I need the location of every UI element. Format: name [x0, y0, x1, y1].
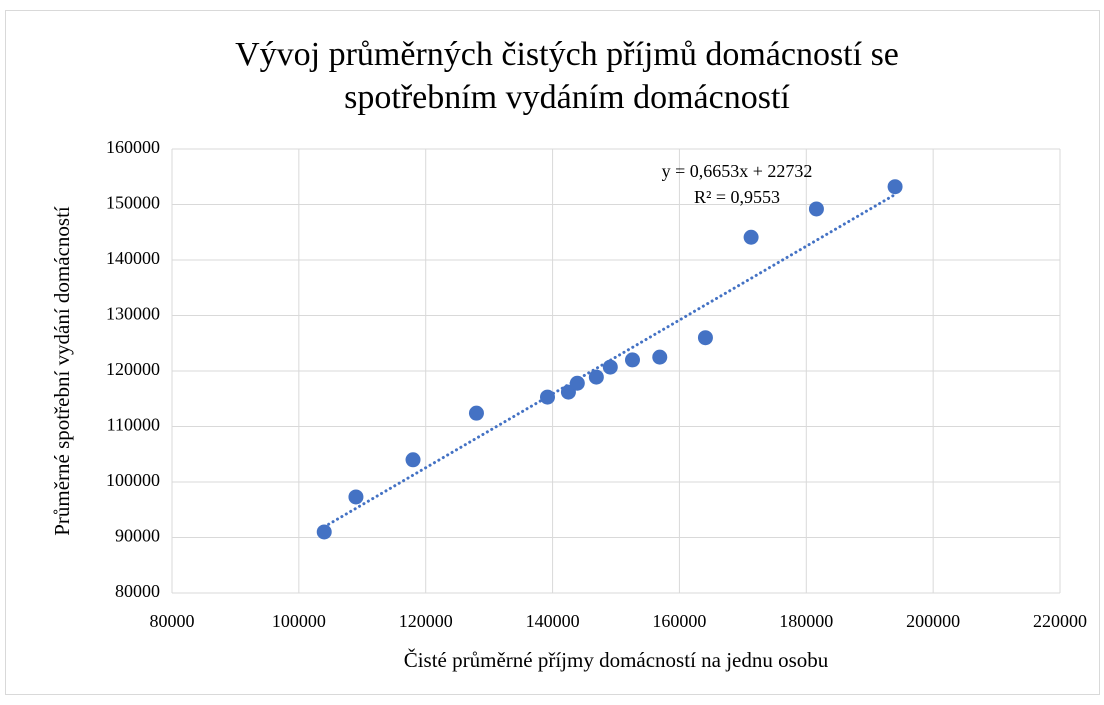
y-tick-label: 90000 [115, 526, 160, 546]
scatter-point [569, 375, 585, 391]
x-axis-title: Čisté průměrné příjmy domácností na jedn… [404, 648, 829, 672]
chart-title: Vývoj průměrných čistých příjmů domácnos… [235, 36, 899, 73]
scatter-point [316, 524, 332, 540]
x-tick-label: 100000 [272, 611, 326, 631]
x-tick-label: 180000 [779, 611, 833, 631]
y-tick-label: 100000 [106, 470, 160, 490]
scatter-point [624, 352, 640, 368]
scatter-point [468, 405, 484, 421]
x-tick-label: 160000 [652, 611, 706, 631]
chart-title: spotřebním vydáním domácností [344, 79, 790, 116]
trendline-equation: y = 0,6653x + 22732 [662, 161, 813, 181]
trendline-r-squared: R² = 0,9553 [694, 187, 780, 207]
x-tick-label: 220000 [1033, 611, 1087, 631]
scatter-point [887, 179, 903, 195]
scatter-point [808, 201, 824, 217]
scatter-point [602, 359, 618, 375]
scatter-point [539, 389, 555, 405]
y-tick-label: 160000 [106, 137, 160, 157]
x-tick-label: 120000 [399, 611, 453, 631]
x-tick-label: 80000 [150, 611, 195, 631]
scatter-point [697, 330, 713, 346]
scatter-point [348, 489, 364, 505]
x-tick-label: 200000 [906, 611, 960, 631]
scatter-point [652, 349, 668, 365]
y-tick-label: 140000 [106, 248, 160, 268]
x-tick-label: 140000 [526, 611, 580, 631]
y-axis-title: Průměrné spotřební vydání domácností [50, 206, 74, 536]
scatter-point [588, 369, 604, 385]
scatter-point [743, 229, 759, 245]
y-tick-label: 80000 [115, 581, 160, 601]
y-tick-label: 110000 [107, 415, 160, 435]
scatter-point [405, 452, 421, 468]
y-tick-label: 130000 [106, 304, 160, 324]
y-tick-label: 150000 [106, 193, 160, 213]
y-tick-label: 120000 [106, 359, 160, 379]
